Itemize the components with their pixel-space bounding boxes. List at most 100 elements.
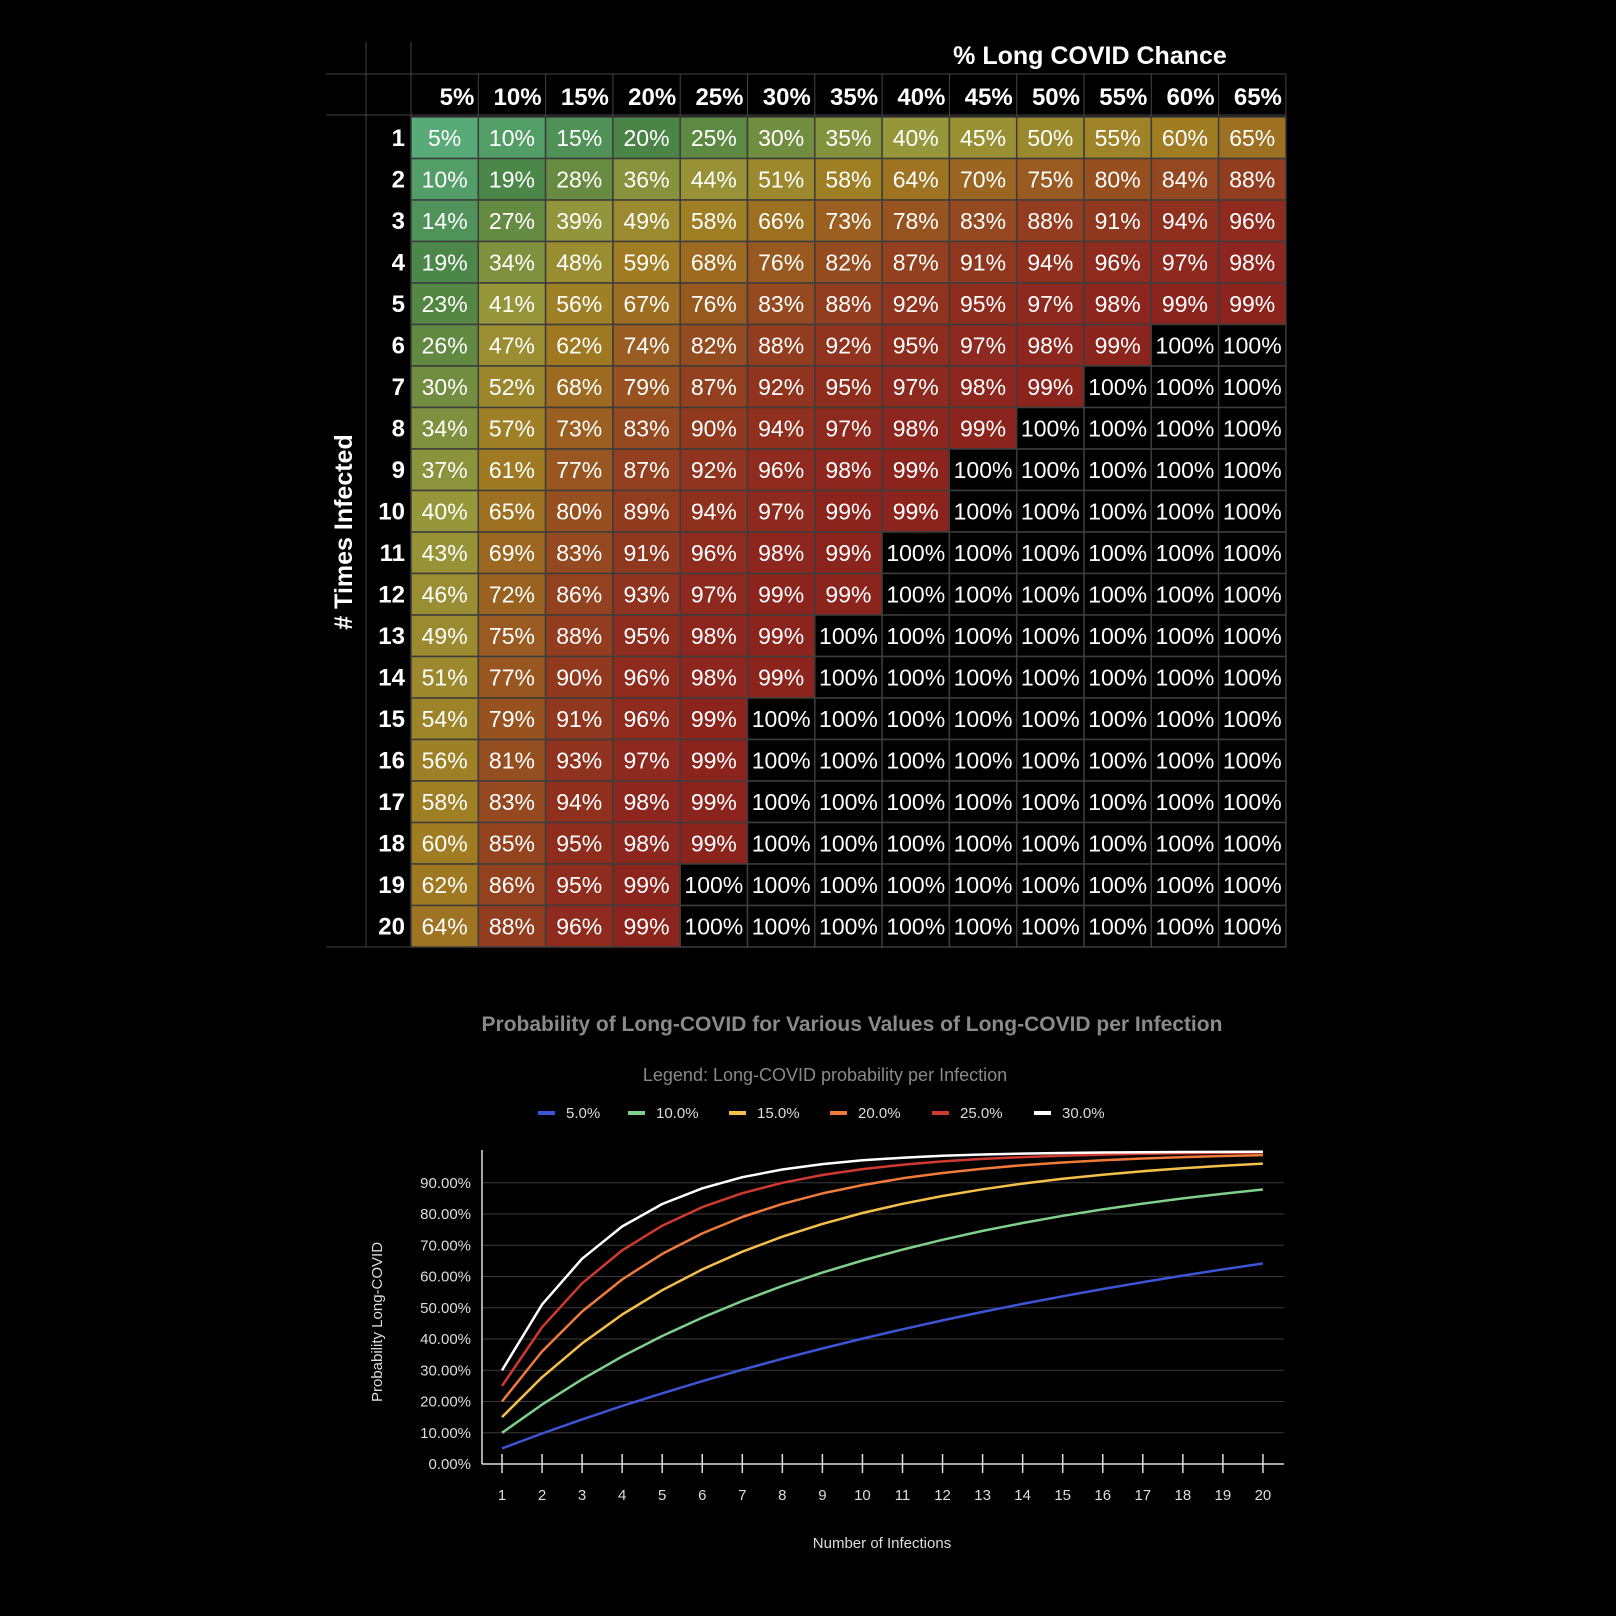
heatmap-cell	[477, 406, 547, 450]
heatmap-cell	[881, 199, 951, 243]
heatmap-cell	[948, 365, 1018, 409]
x-tick-label: 18	[1175, 1487, 1192, 1504]
heatmap-cell-label: 92%	[691, 457, 737, 483]
row-header: 12	[378, 582, 405, 609]
heatmap-cell-label: 19%	[489, 167, 535, 193]
heatmap-cell-label: 91%	[960, 250, 1006, 276]
row-header: 11	[380, 540, 405, 567]
heatmap-cell	[679, 738, 749, 782]
x-tick-label: 1	[498, 1487, 506, 1504]
heatmap-cell	[814, 614, 883, 658]
heatmap-cell-label: 10%	[422, 167, 468, 193]
heatmap-cell	[679, 365, 749, 409]
heatmap-cell-label: 73%	[556, 416, 602, 442]
heatmap-cell	[881, 572, 951, 616]
row-header: 1	[392, 125, 405, 152]
heatmap-cell	[1083, 697, 1153, 741]
legend-entry: 20.0%	[858, 1105, 901, 1122]
heatmap-cell-label: 74%	[624, 333, 670, 359]
heatmap-cell-label: 90%	[691, 416, 737, 442]
heatmap-cell	[679, 780, 749, 824]
heatmap-cell	[1015, 863, 1085, 907]
heatmap-cell	[1015, 448, 1085, 492]
heatmap-cell	[1015, 572, 1085, 616]
heatmap-cell-label: 100%	[886, 582, 945, 608]
x-tick-label: 8	[778, 1487, 786, 1504]
heatmap-cell-label: 67%	[624, 291, 670, 317]
heatmap-cell-label: 100%	[886, 872, 945, 898]
heatmap-cell-label: 100%	[886, 914, 945, 940]
heatmap-cell-label: 100%	[819, 872, 878, 898]
heatmap-cell-label: 65%	[1229, 125, 1275, 151]
heatmap-cell	[1015, 821, 1085, 865]
x-tick-label: 11	[895, 1487, 911, 1504]
heatmap-cell-label: 89%	[624, 499, 670, 525]
heatmap-cell-label: 99%	[825, 582, 871, 608]
heatmap-cell	[746, 863, 816, 907]
heatmap-cell-label: 100%	[1088, 582, 1147, 608]
heatmap-cell-label: 49%	[624, 208, 670, 234]
heatmap-cell	[679, 531, 749, 575]
heatmap-cell-label: 60%	[422, 831, 468, 857]
heatmap-cell-label: 96%	[556, 914, 602, 940]
heatmap-cell	[1217, 489, 1287, 533]
heatmap-cell-label: 100%	[954, 831, 1013, 857]
heatmap-cell	[1217, 323, 1287, 367]
heatmap-cell	[881, 240, 951, 284]
heatmap-cell-label: 100%	[1223, 706, 1282, 732]
heatmap-cell-label: 58%	[422, 789, 468, 815]
long-covid-heatmap: % Long COVID Chance # Times Infected 5% 1…	[326, 42, 1287, 948]
heatmap-cell-label: 93%	[624, 582, 670, 608]
heatmap-cell-label: 19%	[422, 250, 468, 276]
heatmap-cell-label: 88%	[489, 914, 535, 940]
heatmap-cell-label: 100%	[1088, 665, 1147, 691]
heatmap-cell-label: 20%	[624, 125, 670, 151]
series-line	[501, 1262, 1264, 1450]
heatmap-cell-label: 23%	[422, 291, 468, 317]
heatmap-cell-label: 100%	[1156, 582, 1215, 608]
heatmap-cell-label: 99%	[624, 872, 670, 898]
heatmap-cell-label: 5%	[428, 125, 461, 151]
heatmap-cell-label: 100%	[1088, 914, 1147, 940]
heatmap-cell	[881, 365, 951, 409]
heatmap-cell	[679, 282, 749, 326]
heatmap-cell-label: 81%	[489, 748, 535, 774]
heatmap-cell-label: 99%	[960, 416, 1006, 442]
heatmap-cell-label: 100%	[1223, 333, 1282, 359]
heatmap-cell-label: 65%	[489, 499, 535, 525]
heatmap-cell	[814, 116, 883, 160]
heatmap-cell-label: 48%	[556, 250, 602, 276]
legend-entry: 15.0%	[757, 1105, 800, 1122]
heatmap-cell-label: 58%	[691, 208, 737, 234]
heatmap-cell-label: 95%	[556, 831, 602, 857]
heatmap-cell-label: 98%	[624, 831, 670, 857]
heatmap-cell-label: 62%	[422, 872, 468, 898]
column-header: 35%	[830, 84, 878, 111]
heatmap-cell-label: 100%	[1156, 499, 1215, 525]
heatmap-cell-label: 94%	[691, 499, 737, 525]
heatmap-cell-label: 100%	[886, 540, 945, 566]
heatmap-cell-label: 100%	[954, 582, 1013, 608]
heatmap-cell-label: 79%	[489, 706, 535, 732]
legend-entry: 10.0%	[656, 1105, 699, 1122]
heatmap-cell	[544, 655, 614, 699]
heatmap-cell-label: 100%	[1223, 582, 1282, 608]
heatmap-cell-label: 83%	[960, 208, 1006, 234]
legend: 5.0% 10.0% 15.0% 20.0% 25.0% 30.0%	[538, 1105, 1105, 1122]
heatmap-cell-label: 93%	[556, 748, 602, 774]
row-header: 13	[378, 623, 405, 650]
heatmap-cell-label: 100%	[954, 665, 1013, 691]
heatmap-cell-label: 97%	[893, 374, 939, 400]
heatmap-cell	[410, 282, 480, 326]
x-tick-label: 20	[1255, 1487, 1272, 1504]
heatmap-cell-label: 100%	[954, 623, 1013, 649]
heatmap-cell-label: 40%	[893, 125, 939, 151]
heatmap-cell-label: 100%	[1088, 457, 1147, 483]
heatmap-cell	[881, 821, 951, 865]
heatmap-cell	[612, 116, 681, 160]
heatmap-cell	[679, 614, 749, 658]
heatmap-cell-label: 99%	[624, 914, 670, 940]
heatmap-cell-label: 100%	[886, 706, 945, 732]
heatmap-cell-label: 100%	[1223, 914, 1282, 940]
heatmap-cell-label: 100%	[1156, 623, 1215, 649]
